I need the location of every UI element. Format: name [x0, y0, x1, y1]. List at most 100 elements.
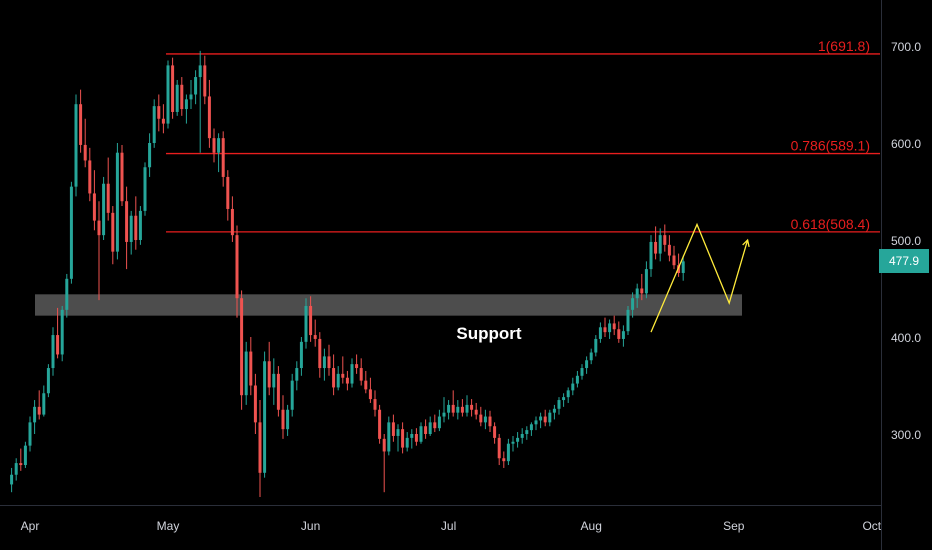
time-axis: Apr May Jun Jul Aug Sep Oct	[21, 519, 882, 533]
candle-body	[129, 215, 133, 242]
candle	[626, 305, 630, 336]
candle	[102, 176, 106, 240]
candle-body	[355, 364, 359, 369]
candle-body	[525, 430, 529, 434]
candle	[276, 366, 280, 417]
candle-body	[304, 305, 308, 342]
candle-body	[171, 65, 175, 112]
candle	[42, 385, 46, 417]
candle-body	[589, 352, 593, 361]
candle	[479, 406, 483, 427]
candle	[644, 261, 648, 299]
candle-body	[520, 434, 524, 438]
candle-body	[364, 380, 368, 390]
candle	[391, 414, 395, 442]
candle	[672, 245, 676, 270]
candle	[258, 400, 262, 498]
candle	[414, 428, 418, 446]
candle	[235, 225, 239, 318]
candle-body	[281, 409, 285, 430]
candle-body	[401, 429, 405, 448]
candle	[654, 226, 658, 260]
candle	[198, 50, 202, 153]
candle-body	[111, 212, 115, 252]
candle	[272, 358, 276, 405]
candle-body	[33, 406, 37, 423]
candle-body	[378, 409, 382, 439]
candle	[226, 170, 230, 221]
candle-body	[451, 404, 455, 413]
candle-body	[313, 335, 317, 339]
candle	[378, 404, 382, 444]
candle	[290, 373, 294, 417]
candle-body	[419, 426, 423, 442]
candle	[635, 283, 639, 308]
candle-body	[23, 445, 27, 466]
candle	[387, 416, 391, 456]
candle-body	[69, 186, 73, 279]
candle	[525, 426, 529, 440]
candle-body	[617, 329, 621, 339]
x-tick-label: Sep	[723, 519, 745, 533]
last-price-badge: 477.9	[879, 249, 929, 274]
candle	[88, 147, 92, 202]
candle-body	[428, 422, 432, 434]
candle	[355, 354, 359, 374]
candle	[322, 348, 326, 381]
candle-body	[14, 463, 18, 475]
support-label: Support	[456, 324, 521, 343]
candle-body	[548, 412, 552, 423]
candle-body	[497, 437, 501, 459]
candle	[396, 424, 400, 452]
candle-body	[194, 77, 198, 95]
projection-line	[650, 222, 749, 333]
candle	[92, 170, 96, 231]
candle-body	[56, 335, 60, 355]
candle	[424, 419, 428, 439]
candle	[497, 434, 501, 466]
candle	[10, 467, 14, 493]
candle-body	[46, 368, 50, 394]
candle-body	[106, 183, 110, 213]
price-axis: 700.0 600.0 500.0 400.0 300.0	[891, 40, 921, 442]
candle	[125, 186, 129, 270]
candle-body	[240, 298, 244, 396]
candle	[240, 290, 244, 410]
candle	[419, 422, 423, 444]
candle	[401, 422, 405, 454]
candle-body	[235, 235, 239, 299]
candle-body	[396, 429, 400, 436]
candle	[327, 344, 331, 376]
candle-body	[493, 426, 497, 438]
candle	[359, 358, 363, 386]
candle	[51, 327, 55, 376]
candle-body	[621, 331, 625, 339]
candle-body	[640, 288, 644, 294]
candle	[157, 94, 161, 132]
candle	[332, 354, 336, 396]
candle-body	[566, 390, 570, 398]
candle	[166, 60, 170, 129]
candle	[368, 377, 372, 403]
candle-body	[244, 351, 248, 396]
candle	[143, 162, 147, 216]
candle	[345, 370, 349, 391]
candle	[212, 128, 216, 163]
candle-body	[543, 416, 547, 423]
candle-body	[152, 106, 156, 143]
candle	[566, 387, 570, 403]
support-zone: Support	[35, 294, 742, 343]
candle-body	[88, 160, 92, 194]
x-tick-label: Jun	[301, 519, 320, 533]
candle-body	[557, 400, 561, 409]
candle-body	[424, 426, 428, 434]
candle	[138, 206, 142, 245]
candle	[217, 133, 221, 173]
candle-body	[483, 416, 487, 423]
candle	[539, 412, 543, 429]
candle-body	[681, 261, 685, 273]
candle	[341, 356, 345, 384]
candle-body	[138, 210, 142, 240]
candle	[470, 399, 474, 417]
candle	[263, 351, 267, 478]
